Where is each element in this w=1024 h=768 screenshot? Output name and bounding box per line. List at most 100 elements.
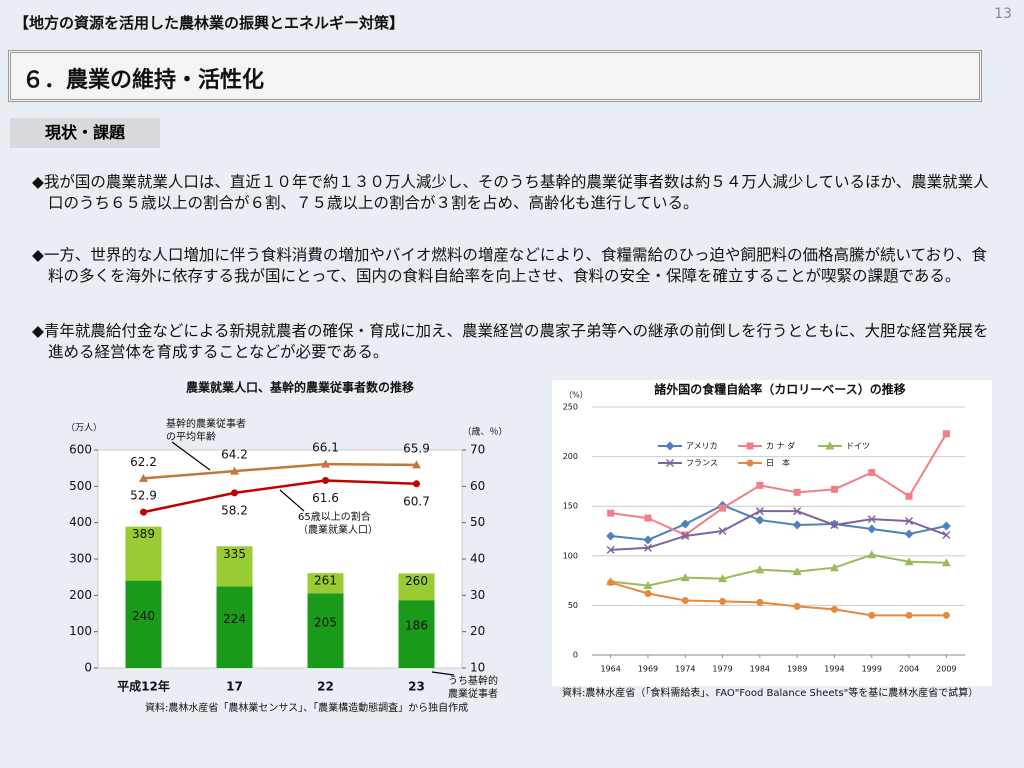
marker bbox=[830, 605, 838, 613]
marker bbox=[607, 509, 615, 517]
annotation-arrow bbox=[431, 671, 455, 676]
data-label: 224 bbox=[223, 612, 246, 626]
marker bbox=[230, 466, 239, 475]
source: 資料:農林水産省（「食料需給表」、FAO"Food Balance Sheets… bbox=[562, 686, 978, 699]
annotation-arrow bbox=[279, 489, 305, 512]
x-tick-label: 1999 bbox=[862, 665, 882, 674]
marker bbox=[941, 521, 951, 531]
y2-tick-label: 70 bbox=[470, 443, 485, 457]
marker bbox=[413, 480, 420, 488]
line bbox=[610, 581, 947, 617]
marker bbox=[140, 508, 147, 516]
x-tick-label: 22 bbox=[317, 680, 334, 694]
data-label: 64.2 bbox=[221, 448, 248, 462]
y2-tick-label: 10 bbox=[470, 661, 485, 675]
y2-tick-label: 50 bbox=[470, 515, 485, 529]
marker bbox=[322, 477, 329, 485]
marker bbox=[412, 460, 421, 469]
y-tick-label: 300 bbox=[69, 552, 92, 566]
marker bbox=[868, 468, 876, 476]
data-label: 205 bbox=[314, 615, 337, 629]
data-label: 66.1 bbox=[312, 441, 339, 455]
legend-label: フランス bbox=[686, 459, 718, 468]
marker bbox=[746, 442, 754, 450]
annotation: 基幹的農業従事者 bbox=[166, 417, 246, 430]
line bbox=[610, 433, 948, 537]
data-label: 260 bbox=[405, 574, 428, 588]
marker bbox=[681, 531, 690, 540]
marker bbox=[830, 485, 838, 493]
y-tick-label: 400 bbox=[69, 515, 92, 529]
marker bbox=[904, 557, 914, 566]
y-tick-label: 100 bbox=[69, 624, 92, 638]
marker bbox=[793, 488, 801, 496]
annotation-arrow bbox=[171, 441, 211, 471]
data-label: 61.6 bbox=[312, 491, 339, 505]
chart-title: 農業就業人口、基幹的農業従事者数の推移 bbox=[186, 380, 414, 395]
annotation: の平均年齢 bbox=[166, 430, 216, 443]
data-label: 65.9 bbox=[403, 441, 430, 455]
marker bbox=[942, 430, 950, 438]
x-tick-label: 1964 bbox=[600, 665, 620, 674]
marker bbox=[606, 545, 615, 554]
y2-tick-label: 60 bbox=[470, 479, 485, 493]
marker bbox=[606, 531, 616, 541]
marker bbox=[607, 579, 615, 587]
marker bbox=[905, 517, 914, 526]
marker bbox=[643, 581, 653, 590]
chart-background bbox=[552, 380, 992, 686]
data-label: 186 bbox=[405, 619, 428, 633]
bullet: ◆我が国の農業就業人口は、直近１０年で約１３０万人減少し、そのうち基幹的農業従事… bbox=[32, 173, 989, 212]
header: 【地方の資源を活用した農林業の振興とエネルギー対策】 bbox=[14, 14, 405, 32]
x-tick-label: 23 bbox=[408, 680, 425, 694]
marker bbox=[746, 459, 754, 467]
y-axis-label: （万人） bbox=[66, 423, 102, 434]
marker bbox=[868, 611, 876, 619]
marker bbox=[718, 526, 727, 536]
x-tick-label: 1979 bbox=[712, 665, 732, 674]
marker bbox=[867, 515, 876, 524]
y-tick-label: 200 bbox=[69, 588, 92, 602]
tag: 現状・課題 bbox=[10, 118, 160, 148]
marker bbox=[941, 558, 951, 567]
marker bbox=[321, 459, 330, 468]
bar bbox=[125, 580, 162, 668]
marker bbox=[665, 458, 675, 468]
marker bbox=[825, 441, 835, 450]
source: 資料:農林水産省「農林業センサス」、「農業構造動態調査」から独自作成 bbox=[145, 701, 468, 714]
y-tick-label: 50 bbox=[568, 601, 578, 610]
data-label: 335 bbox=[223, 547, 246, 561]
y-tick-label: 100 bbox=[563, 551, 578, 560]
y-tick-label: 150 bbox=[563, 502, 578, 511]
title-box bbox=[8, 50, 982, 102]
y-tick-label: 200 bbox=[563, 452, 578, 461]
marker bbox=[829, 563, 839, 572]
marker bbox=[718, 574, 728, 583]
x-tick-label: 1994 bbox=[824, 665, 844, 674]
line bbox=[610, 504, 947, 541]
marker bbox=[792, 520, 802, 530]
x-tick-label: 1989 bbox=[787, 665, 807, 674]
annotation: うち基幹的 bbox=[448, 674, 498, 687]
marker bbox=[793, 507, 802, 516]
x-tick-label: 2009 bbox=[936, 665, 956, 674]
marker bbox=[755, 565, 765, 574]
marker bbox=[139, 473, 148, 482]
marker bbox=[756, 481, 764, 489]
x-tick-label: 1974 bbox=[675, 665, 695, 674]
marker bbox=[644, 514, 652, 522]
marker bbox=[942, 611, 950, 619]
legend-label: 日 本 bbox=[766, 458, 790, 468]
marker bbox=[755, 515, 765, 525]
marker bbox=[755, 507, 764, 516]
marker bbox=[792, 567, 802, 576]
marker bbox=[665, 441, 675, 451]
marker bbox=[719, 597, 727, 605]
line bbox=[143, 479, 417, 514]
legend-label: ドイツ bbox=[846, 442, 870, 451]
section-title: ６．農業の維持・活性化 bbox=[22, 68, 265, 93]
marker bbox=[231, 489, 238, 497]
marker bbox=[643, 543, 652, 552]
